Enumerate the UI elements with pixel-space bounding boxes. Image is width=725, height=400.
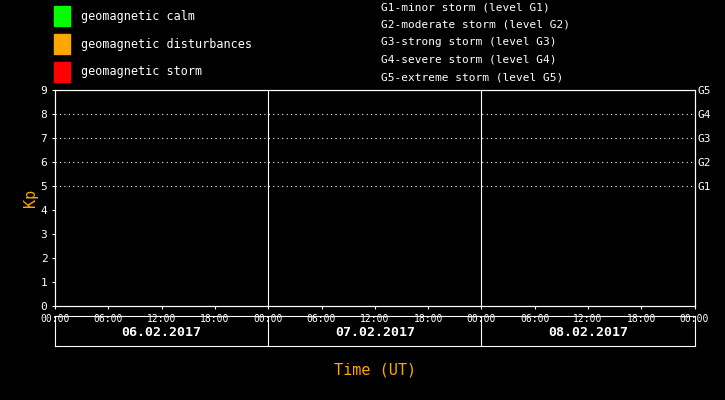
Bar	[54, 34, 70, 54]
Text: G2-moderate storm (level G2): G2-moderate storm (level G2)	[381, 20, 570, 30]
Text: G5-extreme storm (level G5): G5-extreme storm (level G5)	[381, 72, 563, 82]
Bar	[54, 62, 70, 82]
Text: geomagnetic disturbances: geomagnetic disturbances	[81, 38, 252, 51]
Text: 07.02.2017: 07.02.2017	[335, 326, 415, 339]
Y-axis label: Kp: Kp	[23, 189, 38, 207]
Text: Time (UT): Time (UT)	[334, 362, 416, 378]
Text: 06.02.2017: 06.02.2017	[122, 326, 202, 339]
Text: G3-strong storm (level G3): G3-strong storm (level G3)	[381, 37, 556, 47]
Text: geomagnetic storm: geomagnetic storm	[81, 66, 202, 78]
Text: G1-minor storm (level G1): G1-minor storm (level G1)	[381, 2, 550, 12]
Text: geomagnetic calm: geomagnetic calm	[81, 10, 195, 23]
Text: G4-severe storm (level G4): G4-severe storm (level G4)	[381, 55, 556, 65]
Bar	[54, 6, 70, 26]
Text: 08.02.2017: 08.02.2017	[548, 326, 628, 339]
